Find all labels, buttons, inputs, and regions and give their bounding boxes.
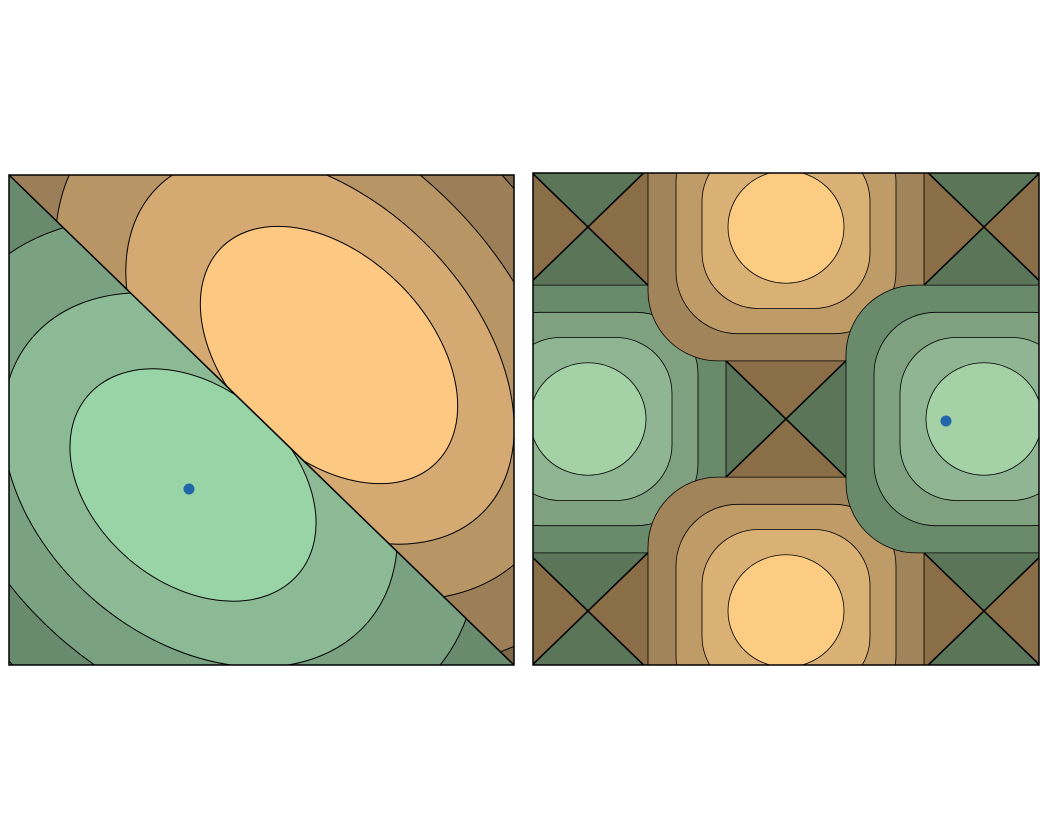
contour-level: [134, 0, 250, 91]
contour-fill: [982, 173, 1039, 282]
contour-level: [54, 669, 330, 834]
contour-level: [530, 0, 646, 91]
contour-fill: [192, 803, 588, 834]
contour-level: [874, 696, 1042, 834]
contour-cell: [533, 173, 590, 282]
contour-cell: [588, 0, 984, 35]
contour-cell: [846, 609, 1042, 834]
contour-level: [478, 696, 698, 834]
marker: [183, 483, 195, 495]
contour-level: [900, 722, 1042, 834]
contour-cell: [982, 556, 1039, 665]
contour-level: [82, 696, 302, 834]
contour-level: [82, 0, 302, 142]
contour-fill: [192, 0, 588, 35]
contour-level: [533, 362, 647, 476]
marker: [940, 415, 952, 427]
contour-level: [504, 0, 672, 116]
contour-level: [530, 747, 646, 834]
contour-cell: [450, 609, 726, 834]
left-frame: [8, 174, 515, 666]
contour-cell: [984, 0, 1042, 35]
left-panel: [9, 175, 514, 665]
contour-cell: [984, 803, 1042, 834]
contour-fill: [927, 609, 1039, 665]
contour-level: [874, 0, 1042, 142]
contour-fill: [588, 0, 984, 35]
contour-level: [900, 0, 1042, 116]
contour-cell: [586, 417, 986, 665]
contour-fill: [533, 556, 590, 665]
contour-level: [504, 722, 672, 834]
contour-level: [54, 0, 330, 169]
contour-fill: [984, 0, 1042, 35]
contour-level: [926, 747, 1042, 834]
contour-cell: [588, 803, 984, 834]
contour-level: [727, 173, 845, 284]
contour-level: [450, 0, 726, 169]
contour-level: [450, 669, 726, 834]
contour-cell: [192, 0, 588, 35]
contour-fill: [533, 173, 590, 282]
contour-level: [108, 722, 276, 834]
contour-level: [478, 0, 698, 142]
zero-contour: [9, 175, 514, 665]
contour-level: [926, 0, 1042, 91]
right-frame: [532, 172, 1040, 666]
contour-cell: [192, 803, 588, 834]
contour-cell: [533, 225, 788, 613]
contour-level: [846, 0, 1042, 169]
contour-cell: [982, 173, 1039, 282]
contour-cell: [586, 173, 986, 421]
contour-level: [108, 0, 276, 116]
contour-fill: [588, 803, 984, 834]
contour-level: [846, 669, 1042, 834]
contour-level: [727, 554, 845, 665]
contour-level: [925, 362, 1039, 476]
contour-fill: [982, 556, 1039, 665]
contour-fill: [984, 803, 1042, 834]
contour-cell: [784, 225, 1039, 613]
contour-cell: [533, 556, 590, 665]
contour-fill: [533, 609, 645, 665]
contour-level: [134, 747, 250, 834]
